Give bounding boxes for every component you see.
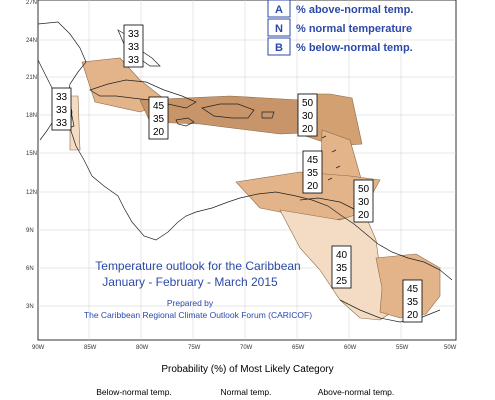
- lon-label: 80W: [136, 345, 149, 351]
- prepared-by: Prepared by: [167, 298, 214, 308]
- prob-value: 33: [56, 105, 68, 116]
- category-above: Above-normal temp.: [304, 387, 408, 397]
- prob-value: 30: [302, 111, 314, 122]
- category-normal-label: Normal temp.: [220, 387, 272, 397]
- prob-value: 20: [307, 181, 319, 192]
- prob-value: 35: [407, 297, 419, 308]
- prob-value: 45: [407, 284, 419, 295]
- prob-value: 20: [153, 127, 165, 138]
- lat-label: 12N: [26, 190, 37, 196]
- key-letter-normal: N: [275, 23, 283, 35]
- key-text-above: % above-normal temp.: [296, 4, 413, 16]
- prob-box-guyana: 40 35 25: [331, 245, 352, 289]
- prob-value: 33: [128, 29, 140, 40]
- lat-label: 15N: [26, 151, 37, 157]
- prob-value: 33: [128, 42, 140, 53]
- jamaica-outline: [175, 117, 195, 127]
- lon-label: 50W: [444, 345, 457, 351]
- key-text-below: % below-normal temp.: [296, 42, 413, 54]
- prob-value: 30: [358, 197, 370, 208]
- category-below: Below-normal temp.: [86, 387, 182, 397]
- prob-value: 20: [407, 310, 419, 321]
- key-text-normal: % normal temperature: [296, 23, 412, 35]
- lat-label: 9N: [26, 228, 34, 234]
- lat-label: 24N: [26, 38, 37, 44]
- key-box-normal: [267, 18, 291, 37]
- prob-value: 33: [56, 92, 68, 103]
- longitude-labels: 90W 85W 80W 75W 70W 65W 60W 55W 50W: [32, 345, 457, 351]
- probability-title: Probability (%) of Most Likely Category: [161, 364, 334, 375]
- forum-name: The Caribbean Regional Climate Outlook F…: [84, 310, 312, 320]
- cuba-outline: [89, 79, 197, 109]
- lat-label: 21N: [26, 75, 37, 81]
- lat-label: 3N: [26, 304, 34, 310]
- prob-value: 40: [336, 250, 348, 261]
- prob-value: 20: [302, 124, 314, 135]
- prob-value: 33: [56, 118, 68, 129]
- map-title-line1: Temperature outlook for the Caribbean: [95, 259, 300, 273]
- prob-box-northern-leeward: 50 30 20: [297, 93, 318, 137]
- trinidad-venezuela-coast: [299, 197, 357, 211]
- prob-value: 50: [302, 98, 314, 109]
- lon-label: 60W: [344, 345, 357, 351]
- lat-label: 6N: [26, 266, 34, 272]
- forecast-regions: [69, 57, 441, 321]
- lat-label: 27N: [26, 0, 37, 6]
- prob-box-southern-caribbean: 50 30 20: [353, 179, 374, 223]
- map-title-line2: January - February - March 2015: [102, 275, 278, 289]
- puerto-rico-outline: [261, 111, 275, 119]
- prob-value: 33: [128, 55, 140, 66]
- prob-box-windward: 45 35 20: [302, 150, 323, 194]
- category-normal: Normal temp.: [206, 387, 286, 397]
- lon-label: 90W: [32, 345, 45, 351]
- prob-box-guianas: 45 35 20: [402, 279, 423, 323]
- lon-label: 85W: [84, 345, 97, 351]
- lon-label: 65W: [292, 345, 305, 351]
- prob-box-greater-antilles: 45 35 20: [148, 96, 169, 140]
- guianas-inland-border: [339, 299, 441, 323]
- category-below-label: Below-normal temp.: [96, 387, 172, 397]
- prob-value: 35: [153, 114, 165, 125]
- hispaniola-outline: [201, 103, 255, 119]
- category-above-label: Above-normal temp.: [317, 387, 395, 397]
- key-box-above: [267, 0, 291, 18]
- lat-label: 18N: [26, 113, 37, 119]
- lon-label: 75W: [188, 345, 201, 351]
- prob-value: 35: [336, 263, 348, 274]
- prob-box-cuba: 33 33 33: [123, 24, 144, 68]
- key-letter-below: B: [275, 42, 283, 54]
- prob-value: 35: [307, 168, 319, 179]
- prob-value: 45: [153, 101, 165, 112]
- prob-value: 25: [336, 276, 348, 287]
- category-key: A % above-normal temp. N % normal temper…: [267, 0, 413, 56]
- key-letter-above: A: [275, 4, 283, 16]
- lon-label: 70W: [240, 345, 253, 351]
- prob-value: 20: [358, 210, 370, 221]
- prob-box-belize: 33 33 33: [51, 87, 72, 131]
- prob-value: 50: [358, 184, 370, 195]
- prob-value: 45: [307, 155, 319, 166]
- lon-label: 55W: [396, 345, 409, 351]
- key-box-below: [267, 37, 291, 56]
- latitude-labels: 27N 24N 21N 18N 15N 12N 9N 6N 3N: [26, 0, 37, 310]
